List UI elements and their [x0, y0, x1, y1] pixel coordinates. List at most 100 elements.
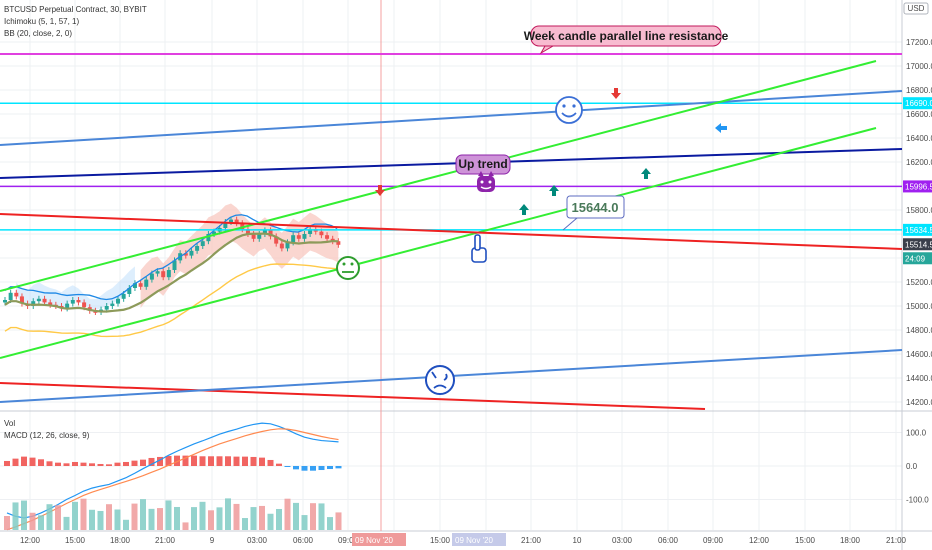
arrow-shape: [715, 123, 727, 133]
price-tick-label: 16600.0: [906, 110, 932, 119]
candle-body: [42, 298, 47, 303]
volume-bar: [276, 508, 282, 530]
smiley-face-icon: [555, 96, 583, 124]
macd-histogram-bar: [242, 456, 248, 466]
price-tick-label: 16800.0: [906, 86, 932, 95]
candle-body: [223, 222, 228, 228]
candle-body: [183, 253, 188, 256]
volume-bar: [21, 500, 27, 530]
time-tick-label: 15:00: [65, 536, 86, 545]
volume-bar: [55, 505, 61, 530]
time-tag-label: 09 Nov '20: [355, 536, 394, 545]
price-tag[interactable]: 15514.5: [903, 238, 932, 251]
macd-histogram-bar: [114, 462, 121, 466]
time-tag[interactable]: 09 Nov '20: [352, 533, 406, 546]
time-tick-label: 15:00: [795, 536, 816, 545]
macd-tick-label: 100.0: [906, 429, 927, 438]
time-tick-label: 12:00: [749, 536, 770, 545]
macd-histogram-bar: [216, 456, 223, 466]
macd-tick-label: -100.0: [906, 496, 929, 505]
week-resistance-callout[interactable]: Week candle parallel line resistance: [524, 25, 729, 55]
ichimoku-legend[interactable]: Ichimoku (5, 1, 57, 1): [4, 17, 80, 26]
price-tag[interactable]: 15634.5: [903, 223, 932, 236]
time-tick-label: 03:00: [247, 536, 268, 545]
macd-tick-label: 0.0: [906, 462, 918, 471]
price-tag-box: [903, 97, 932, 110]
eye: [350, 262, 354, 266]
green-channel-upper: [0, 60, 877, 292]
candle-body: [14, 292, 19, 297]
macd-histogram-bar: [233, 456, 240, 466]
price-tag-box: [903, 223, 932, 236]
macd-histogram-bar: [327, 466, 333, 470]
time-tick-label: 03:00: [612, 536, 633, 545]
callout-box: [455, 154, 511, 175]
bb-legend[interactable]: BB (20, close, 2, 0): [4, 29, 73, 38]
vol-legend[interactable]: Vol: [4, 419, 16, 428]
price-tick-label: 16400.0: [906, 134, 932, 143]
eye: [488, 180, 492, 184]
candle-body: [212, 231, 217, 234]
time-tick-label: 21:00: [521, 536, 542, 545]
time-tick-label: 21:00: [886, 536, 907, 545]
arrow-down-icon: [375, 185, 385, 196]
volume-bar: [29, 512, 36, 530]
candle-body: [302, 234, 307, 239]
face-eye: [572, 104, 576, 108]
candle-body: [195, 246, 200, 251]
candle-body: [251, 234, 256, 239]
macd-histogram-bar: [267, 459, 274, 466]
macd-legend[interactable]: MACD (12, 26, close, 9): [4, 431, 90, 440]
time-tick-label: 10: [573, 536, 582, 545]
candle-body: [31, 301, 36, 306]
volume-bar: [4, 516, 10, 530]
time-tick-label: 09:00: [338, 536, 359, 545]
price-callout[interactable]: 15644.0: [562, 195, 625, 231]
price-tick-label: 15800.0: [906, 206, 932, 215]
price-tick-label: 14800.0: [906, 326, 932, 335]
volume-bar: [12, 502, 19, 530]
price-tick-label: 16200.0: [906, 158, 932, 167]
macd-histogram-bar: [55, 462, 61, 466]
macd-histogram-bar: [72, 461, 78, 466]
candle-body: [149, 273, 154, 280]
time-tag[interactable]: 09 Nov '20: [452, 533, 506, 546]
candle-body: [110, 303, 115, 306]
green-channel-lower: [0, 127, 877, 359]
candle-body: [65, 303, 70, 309]
callout-pointer: [562, 217, 578, 231]
price-tag-label: 16690.0: [905, 99, 932, 108]
volume-bar: [293, 502, 299, 530]
volume-bar: [114, 509, 121, 530]
candle-body: [70, 300, 75, 304]
mouth: [480, 186, 492, 190]
red-trendline-upper: [0, 213, 903, 250]
volume-bar: [225, 498, 231, 530]
macd-histogram-bar: [131, 460, 138, 466]
time-tick-label: 06:00: [658, 536, 679, 545]
arrow-shape: [641, 168, 651, 179]
face: [477, 176, 495, 192]
pointing-hand-icon: [471, 234, 487, 263]
price-tag[interactable]: 24:09: [903, 252, 932, 265]
macd-histogram-bar: [174, 455, 180, 466]
eye: [342, 262, 346, 266]
arrow-shape: [611, 88, 621, 99]
up-trend-callout[interactable]: Up trend: [455, 154, 511, 175]
currency-label: USD: [908, 4, 925, 13]
macd-histogram-bar: [38, 459, 44, 466]
volume-bar: [250, 507, 257, 530]
price-tag[interactable]: 16690.0: [903, 97, 932, 110]
macd-histogram-bar: [4, 460, 10, 466]
price-tag[interactable]: 15996.5: [903, 180, 932, 193]
symbol-legend[interactable]: BTCUSD Perpetual Contract, 30, BYBIT: [4, 5, 147, 14]
candle-body: [104, 306, 109, 310]
macd-histogram-bar: [208, 456, 214, 466]
volume-bar: [97, 510, 104, 530]
arrow-up-icon: [519, 204, 529, 215]
macd-histogram-bar: [276, 463, 282, 466]
candle-body: [138, 283, 143, 287]
callout-pointer: [539, 45, 555, 55]
macd-histogram-bar: [157, 456, 163, 466]
